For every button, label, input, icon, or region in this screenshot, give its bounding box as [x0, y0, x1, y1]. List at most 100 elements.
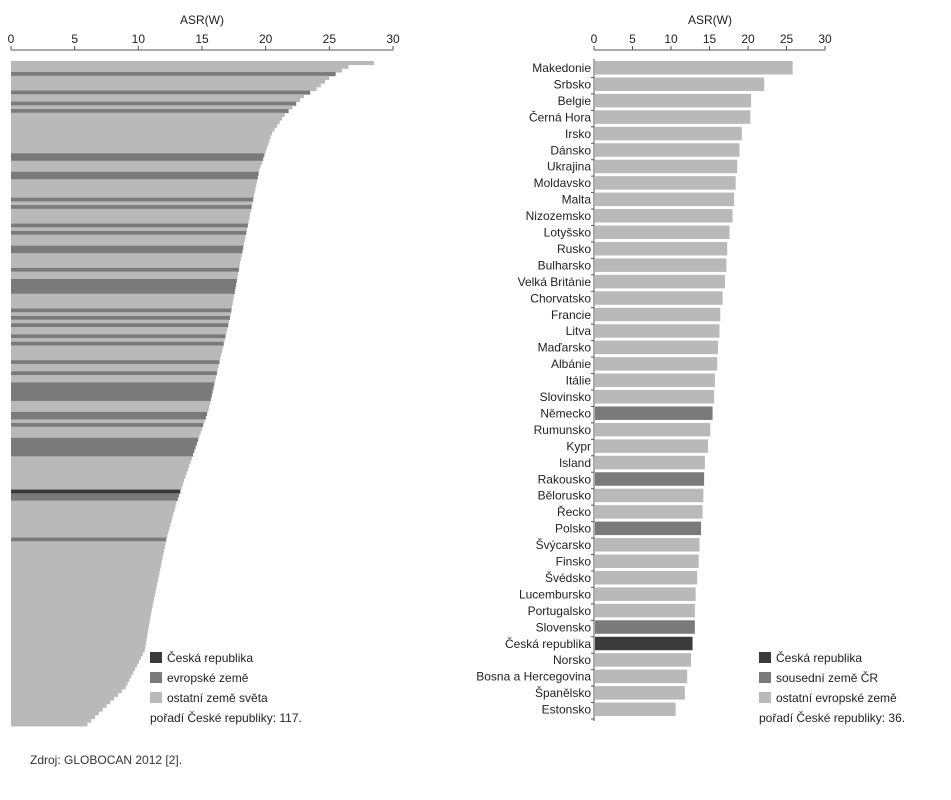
right-bar — [595, 439, 708, 453]
right-bar — [595, 472, 705, 486]
left-bar — [11, 282, 237, 287]
right-category-label: Slovinsko — [540, 390, 592, 404]
left-bar — [11, 367, 218, 372]
left-bar — [11, 404, 210, 409]
right-tick-label: 30 — [818, 32, 832, 46]
right-tick-label: 20 — [741, 32, 755, 46]
left-bar — [11, 437, 199, 442]
left-bar — [11, 101, 297, 106]
left-bar — [11, 696, 115, 701]
left-bar — [11, 356, 221, 361]
left-legend-swatch — [150, 672, 162, 683]
left-tick-label: 20 — [259, 32, 273, 46]
left-bar — [11, 238, 245, 243]
left-bar — [11, 552, 164, 557]
left-bar — [11, 323, 229, 328]
left-bar — [11, 448, 195, 454]
left-bar — [11, 120, 280, 125]
left-legend-label: ostatní země světa — [167, 691, 268, 705]
right-category-label: Makedonie — [532, 61, 591, 75]
left-bar — [11, 297, 234, 302]
left-bar — [11, 618, 150, 623]
right-bar — [595, 126, 742, 141]
right-bar — [595, 176, 736, 190]
left-bar — [11, 157, 264, 162]
left-bar — [11, 68, 343, 73]
right-category-label: Rakousko — [538, 472, 592, 486]
left-bar — [11, 611, 152, 616]
right-category-label: Švýcarsko — [536, 537, 592, 552]
left-bar — [11, 563, 161, 568]
left-bar — [11, 644, 146, 649]
right-category-label: Černá Hora — [529, 109, 591, 124]
left-bar — [11, 648, 145, 653]
right-category-label: Španělsko — [535, 685, 591, 700]
left-bar — [11, 519, 172, 524]
left-bar — [11, 415, 206, 420]
left-bar — [11, 707, 103, 712]
left-bar — [11, 622, 150, 627]
left-bar — [11, 227, 248, 232]
right-category-label: Rumunsko — [534, 423, 592, 437]
left-bar — [11, 179, 258, 184]
right-tick-label: 0 — [591, 32, 598, 46]
left-bar — [11, 493, 180, 498]
right-bar — [595, 61, 793, 75]
right-bar — [595, 702, 676, 717]
right-bar — [595, 324, 720, 338]
right-category-label: Island — [559, 456, 591, 470]
left-bar — [11, 585, 157, 590]
left-bar — [11, 408, 209, 413]
right-category-label: Německo — [540, 406, 591, 420]
right-category-label: Finsko — [556, 555, 592, 569]
right-legend-swatch — [759, 652, 771, 663]
left-bar — [11, 171, 259, 176]
right-category-label: Bělorusko — [538, 489, 592, 503]
left-bar — [11, 112, 285, 117]
left-bar — [11, 689, 122, 694]
right-bar — [595, 340, 718, 355]
left-bar — [11, 201, 253, 206]
left-bar — [11, 164, 261, 169]
left-tick-label: 30 — [386, 32, 400, 46]
right-category-label: Litva — [566, 324, 592, 338]
left-bar — [11, 548, 165, 553]
right-bar — [595, 521, 702, 536]
left-bar — [11, 578, 158, 583]
left-bar — [11, 382, 215, 387]
left-bar — [11, 600, 154, 605]
right-category-label: Bulharsko — [538, 258, 592, 272]
left-bar — [11, 127, 275, 132]
right-category-label: Řecko — [557, 504, 591, 519]
right-bar — [595, 603, 695, 618]
source-note: Zdroj: GLOBOCAN 2012 [2]. — [30, 753, 183, 767]
right-bar — [595, 570, 698, 585]
left-bar — [11, 581, 158, 587]
left-bar — [11, 153, 265, 158]
left-bar — [11, 522, 171, 527]
left-axis-ticks: 0 5 10 15 20 25 30 — [8, 32, 400, 51]
right-bar — [595, 587, 696, 601]
left-bar — [11, 278, 237, 284]
right-bar — [595, 390, 715, 404]
left-bar — [11, 315, 231, 321]
left-bar — [11, 570, 160, 575]
right-bar — [595, 241, 728, 256]
left-bar — [11, 271, 239, 276]
right-tick-label: 5 — [629, 32, 636, 46]
left-bar — [11, 219, 249, 224]
left-bar — [11, 471, 187, 476]
right-bar — [595, 636, 693, 651]
left-bar — [11, 389, 213, 394]
right-category-label: Maďarsko — [538, 341, 592, 355]
right-tick-label: 25 — [780, 32, 794, 46]
right-category-label: Polsko — [555, 522, 591, 536]
right-category-label: Nizozemsko — [526, 209, 592, 223]
left-bar — [11, 349, 222, 354]
left-legend: Česká republika evropské země ostatní země… — [150, 650, 302, 725]
left-bar — [11, 685, 126, 690]
right-tick-label: 15 — [703, 32, 717, 46]
left-bar — [11, 718, 92, 723]
left-bar — [11, 149, 266, 154]
